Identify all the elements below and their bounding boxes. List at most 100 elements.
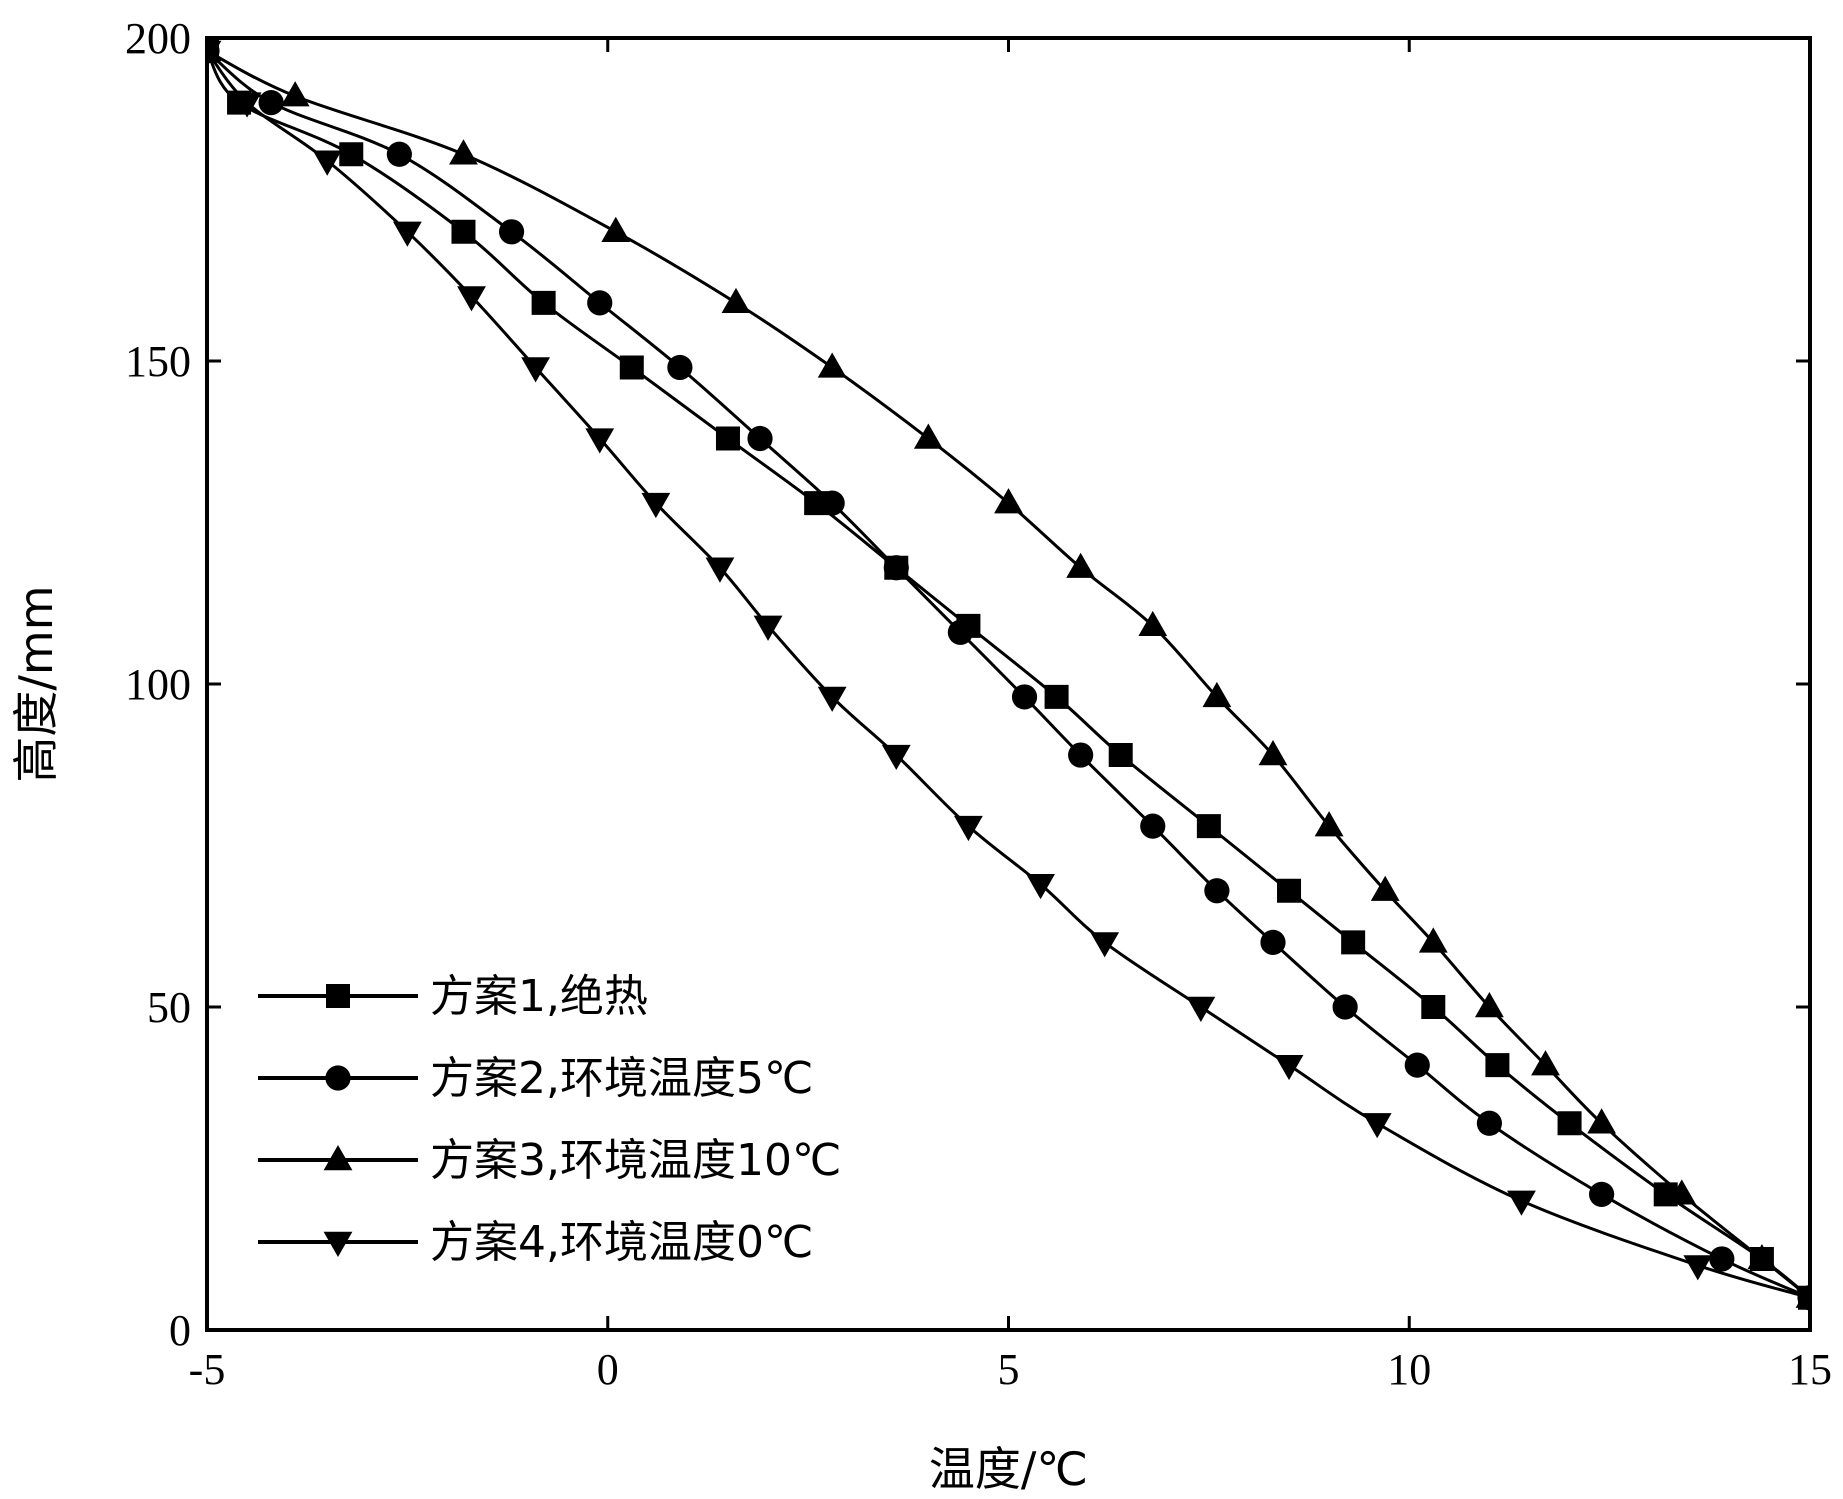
legend-label: 方案1,绝热 <box>430 971 648 1022</box>
legend-marker <box>323 1231 353 1257</box>
data-point-s4-15 <box>1186 996 1216 1022</box>
y-tick-label: 200 <box>125 14 191 63</box>
data-point-s3-12 <box>1314 811 1344 837</box>
data-point-s3-17 <box>1587 1108 1617 1134</box>
data-point-s2-10 <box>1011 684 1038 710</box>
data-point-s4-2 <box>312 150 342 176</box>
data-point-s2-1 <box>258 90 284 116</box>
data-point-s2-16 <box>1404 1052 1430 1078</box>
data-point-s4-12 <box>954 815 983 842</box>
data-point-s1-10 <box>1044 684 1069 709</box>
data-point-s2-4 <box>587 290 613 316</box>
data-point-s3-5 <box>817 352 847 378</box>
data-point-s3-14 <box>1418 927 1448 953</box>
data-point-s3-7 <box>994 488 1023 514</box>
x-tick-label: 0 <box>597 1345 619 1394</box>
data-point-s4-6 <box>585 428 615 454</box>
legend-marker <box>325 1065 351 1091</box>
data-point-s2-7 <box>819 490 845 516</box>
data-point-s4-1 <box>232 92 262 118</box>
legend-label: 方案3,环境温度10℃ <box>430 1135 841 1186</box>
data-point-s4-10 <box>817 686 847 712</box>
legend-entry-3: 方案3,环境温度10℃ <box>258 1135 841 1186</box>
y-tick-label: 150 <box>125 337 191 386</box>
data-point-s1-2 <box>339 142 364 167</box>
legend-marker <box>323 1145 353 1171</box>
data-point-s3-1 <box>280 81 310 107</box>
data-point-s3-3 <box>601 216 631 242</box>
data-point-s1-4 <box>531 290 556 315</box>
data-point-s3-13 <box>1370 875 1400 901</box>
data-point-s3-8 <box>1066 552 1096 578</box>
data-point-s2-5 <box>667 354 693 381</box>
legend-entry-2: 方案2,环境温度5℃ <box>258 1053 813 1104</box>
data-point-s3-19 <box>1747 1243 1777 1270</box>
data-point-s3-9 <box>1138 610 1168 637</box>
data-point-s1-16 <box>1485 1053 1510 1078</box>
legend-entry-1: 方案1,绝热 <box>258 971 648 1022</box>
series-line-2 <box>207 49 1810 1300</box>
data-point-s4-4 <box>457 286 486 312</box>
x-axis-title: 温度/℃ <box>929 1442 1088 1496</box>
data-point-s4-20 <box>1795 1287 1810 1313</box>
data-point-s3-16 <box>1531 1050 1560 1076</box>
y-tick-label: 50 <box>147 983 191 1032</box>
data-point-s2-9 <box>947 619 974 645</box>
y-axis-title: 高度/mm <box>9 585 63 782</box>
data-point-s4-18 <box>1507 1190 1536 1216</box>
data-point-s2-19 <box>1709 1246 1735 1272</box>
data-point-s4-9 <box>753 615 783 641</box>
data-point-s1-14 <box>1341 930 1366 955</box>
data-point-s2-8 <box>883 555 909 581</box>
x-tick-label: -5 <box>189 1345 226 1394</box>
series-line-3 <box>207 49 1810 1299</box>
data-point-s2-18 <box>1589 1181 1615 1207</box>
data-point-s2-14 <box>1260 929 1286 956</box>
plot-area <box>207 38 1810 1313</box>
data-point-s1-3 <box>451 219 476 244</box>
x-tick-label: 10 <box>1387 1345 1431 1394</box>
data-point-s4-14 <box>1090 932 1120 958</box>
data-point-s4-3 <box>392 221 422 247</box>
data-point-s4-16 <box>1274 1054 1304 1081</box>
data-point-s2-13 <box>1204 878 1230 904</box>
legend-label: 方案2,环境温度5℃ <box>430 1053 813 1104</box>
data-point-s2-3 <box>498 219 525 245</box>
data-point-s3-10 <box>1202 681 1232 708</box>
data-point-s4-19 <box>1683 1255 1713 1281</box>
data-point-s1-6 <box>715 426 740 451</box>
data-point-s3-15 <box>1475 992 1504 1018</box>
y-tick-label: 0 <box>169 1306 191 1355</box>
data-point-s1-12 <box>1196 814 1221 839</box>
data-point-s4-11 <box>881 744 911 771</box>
data-point-s2-12 <box>1140 813 1166 839</box>
series-line-4 <box>207 50 1810 1300</box>
data-point-s4-0 <box>207 40 222 66</box>
data-point-s2-17 <box>1476 1110 1502 1136</box>
legend-marker <box>326 984 350 1008</box>
data-point-s3-4 <box>721 287 751 314</box>
data-point-s1-13 <box>1277 878 1302 903</box>
data-point-s4-17 <box>1362 1113 1392 1139</box>
series-line-1 <box>207 50 1810 1299</box>
data-point-s2-11 <box>1068 742 1094 768</box>
data-point-s1-5 <box>619 355 644 380</box>
data-point-s3-6 <box>913 423 943 449</box>
data-point-s4-8 <box>705 557 735 583</box>
data-point-s2-6 <box>747 425 773 452</box>
data-point-s3-11 <box>1258 740 1288 766</box>
y-tick-label: 100 <box>125 660 191 709</box>
data-point-s2-15 <box>1332 994 1358 1020</box>
data-point-s1-15 <box>1421 995 1446 1019</box>
legend-label: 方案4,环境温度0℃ <box>430 1217 813 1268</box>
data-point-s4-13 <box>1026 874 1055 900</box>
data-point-s3-18 <box>1667 1179 1697 1205</box>
legend-entry-4: 方案4,环境温度0℃ <box>258 1217 813 1268</box>
data-point-s1-17 <box>1557 1111 1582 1136</box>
data-point-s3-2 <box>449 139 478 165</box>
x-tick-label: 5 <box>998 1345 1020 1394</box>
data-point-s1-11 <box>1108 743 1133 768</box>
